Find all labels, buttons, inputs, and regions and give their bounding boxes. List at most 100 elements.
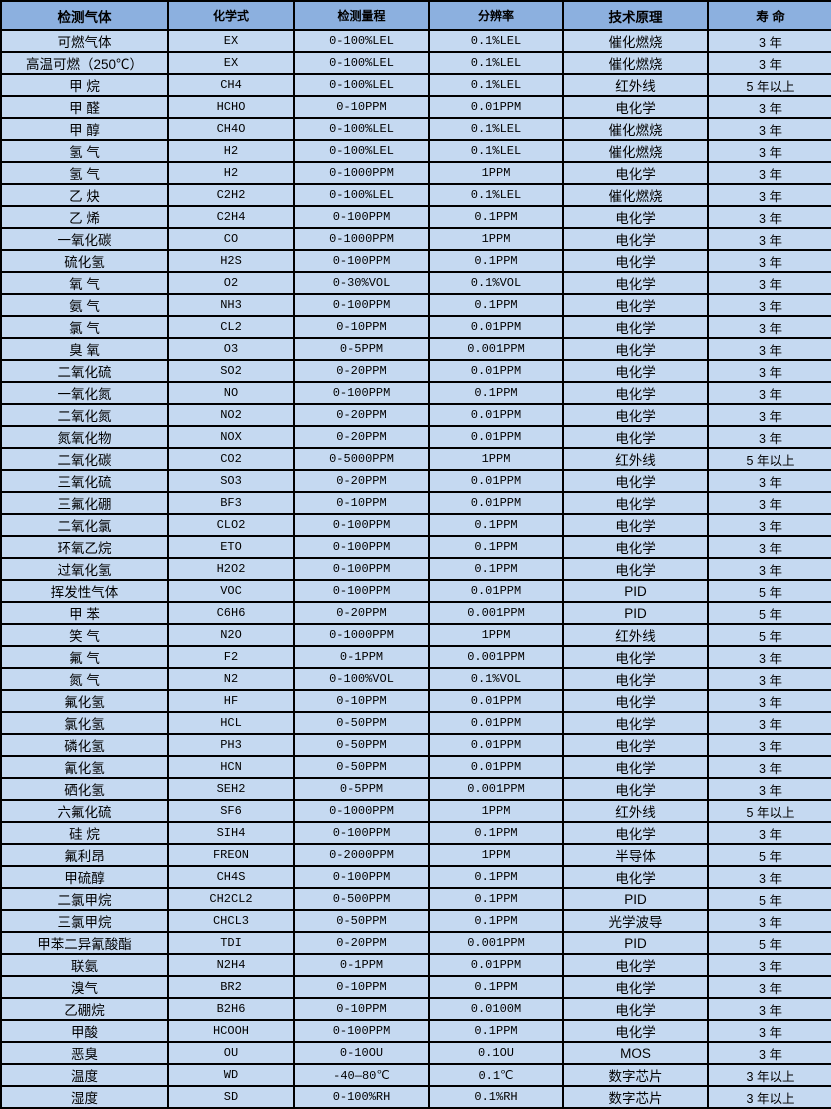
table-row: 氟 气 F2 0-1PPM 0.001PPM 电化学 3 年 xyxy=(0,645,831,669)
cell-lifespan: 3 年 xyxy=(707,513,831,537)
cell-range: 0-50PPM xyxy=(293,711,430,735)
cell-gas: 一氧化碳 xyxy=(0,227,169,251)
cell-principle: PID xyxy=(562,931,709,955)
cell-resolution: 0.01PPM xyxy=(428,689,564,713)
cell-lifespan: 3 年 xyxy=(707,667,831,691)
cell-gas: 甲酸 xyxy=(0,1019,169,1043)
column-header-range: 检测量程 xyxy=(293,0,430,31)
cell-resolution: 0.01PPM xyxy=(428,711,564,735)
cell-resolution: 0.01PPM xyxy=(428,315,564,339)
cell-range: 0-30%VOL xyxy=(293,271,430,295)
cell-resolution: 0.01PPM xyxy=(428,469,564,493)
cell-lifespan: 3 年 xyxy=(707,381,831,405)
cell-range: 0-10PPM xyxy=(293,689,430,713)
cell-lifespan: 3 年 xyxy=(707,535,831,559)
cell-principle: 电化学 xyxy=(562,865,709,889)
cell-lifespan: 5 年以上 xyxy=(707,73,831,97)
cell-lifespan: 3 年 xyxy=(707,733,831,757)
cell-lifespan: 3 年以上 xyxy=(707,1085,831,1109)
cell-formula: NO2 xyxy=(167,403,295,427)
table-row: 二氧化氯 CLO2 0-100PPM 0.1PPM 电化学 3 年 xyxy=(0,513,831,537)
cell-resolution: 1PPM xyxy=(428,447,564,471)
cell-gas: 环氧乙烷 xyxy=(0,535,169,559)
cell-principle: 电化学 xyxy=(562,667,709,691)
cell-resolution: 0.1℃ xyxy=(428,1063,564,1087)
cell-resolution: 0.01PPM xyxy=(428,491,564,515)
cell-lifespan: 5 年 xyxy=(707,579,831,603)
table-row: 联氨 N2H4 0-1PPM 0.01PPM 电化学 3 年 xyxy=(0,953,831,977)
cell-resolution: 0.1PPM xyxy=(428,535,564,559)
table-row: 硅 烷 SIH4 0-100PPM 0.1PPM 电化学 3 年 xyxy=(0,821,831,845)
table-row: 三氧化硫 SO3 0-20PPM 0.01PPM 电化学 3 年 xyxy=(0,469,831,493)
cell-range: 0-50PPM xyxy=(293,909,430,933)
cell-principle: 电化学 xyxy=(562,315,709,339)
cell-principle: 电化学 xyxy=(562,821,709,845)
cell-formula: HCOOH xyxy=(167,1019,295,1043)
column-header-resolution: 分辨率 xyxy=(428,0,564,31)
cell-formula: CL2 xyxy=(167,315,295,339)
cell-formula: H2O2 xyxy=(167,557,295,581)
cell-formula: HCHO xyxy=(167,95,295,119)
cell-principle: 电化学 xyxy=(562,337,709,361)
cell-formula: CH4O xyxy=(167,117,295,141)
cell-principle: 电化学 xyxy=(562,645,709,669)
cell-lifespan: 3 年 xyxy=(707,249,831,273)
table-row: 可燃气体 EX 0-100%LEL 0.1%LEL 催化燃烧 3 年 xyxy=(0,29,831,53)
cell-range: 0-1PPM xyxy=(293,953,430,977)
column-header-formula: 化学式 xyxy=(167,0,295,31)
cell-resolution: 0.001PPM xyxy=(428,601,564,625)
cell-formula: BF3 xyxy=(167,491,295,515)
cell-resolution: 0.01PPM xyxy=(428,425,564,449)
cell-formula: OU xyxy=(167,1041,295,1065)
cell-principle: 红外线 xyxy=(562,73,709,97)
cell-gas: 甲苯二异氰酸酯 xyxy=(0,931,169,955)
table-row: 二氧化碳 CO2 0-5000PPM 1PPM 红外线 5 年以上 xyxy=(0,447,831,471)
cell-principle: MOS xyxy=(562,1041,709,1065)
table-row: 氢 气 H2 0-1000PPM 1PPM 电化学 3 年 xyxy=(0,161,831,185)
cell-formula: SF6 xyxy=(167,799,295,823)
table-row: 磷化氢 PH3 0-50PPM 0.01PPM 电化学 3 年 xyxy=(0,733,831,757)
cell-principle: 催化燃烧 xyxy=(562,183,709,207)
cell-lifespan: 3 年 xyxy=(707,557,831,581)
table-row: 环氧乙烷 ETO 0-100PPM 0.1PPM 电化学 3 年 xyxy=(0,535,831,559)
cell-principle: 电化学 xyxy=(562,535,709,559)
table-row: 笑 气 N2O 0-1000PPM 1PPM 红外线 5 年 xyxy=(0,623,831,647)
cell-resolution: 0.1%RH xyxy=(428,1085,564,1109)
cell-resolution: 0.1PPM xyxy=(428,1019,564,1043)
cell-gas: 氢 气 xyxy=(0,161,169,185)
cell-range: 0-10OU xyxy=(293,1041,430,1065)
cell-gas: 三氧化硫 xyxy=(0,469,169,493)
cell-principle: 电化学 xyxy=(562,227,709,251)
cell-formula: H2 xyxy=(167,161,295,185)
cell-lifespan: 3 年 xyxy=(707,337,831,361)
cell-lifespan: 3 年 xyxy=(707,315,831,339)
cell-principle: 电化学 xyxy=(562,997,709,1021)
cell-range: 0-100PPM xyxy=(293,557,430,581)
cell-gas: 二氯甲烷 xyxy=(0,887,169,911)
cell-resolution: 0.01PPM xyxy=(428,953,564,977)
cell-lifespan: 5 年 xyxy=(707,601,831,625)
cell-gas: 硫化氢 xyxy=(0,249,169,273)
cell-resolution: 0.1%VOL xyxy=(428,271,564,295)
cell-principle: 电化学 xyxy=(562,469,709,493)
cell-formula: H2S xyxy=(167,249,295,273)
cell-principle: 电化学 xyxy=(562,249,709,273)
cell-lifespan: 3 年 xyxy=(707,51,831,75)
cell-principle: 电化学 xyxy=(562,403,709,427)
cell-resolution: 0.1%LEL xyxy=(428,51,564,75)
cell-principle: 电化学 xyxy=(562,777,709,801)
cell-gas: 硒化氢 xyxy=(0,777,169,801)
cell-gas: 氰化氢 xyxy=(0,755,169,779)
table-row: 恶臭 OU 0-10OU 0.1OU MOS 3 年 xyxy=(0,1041,831,1065)
cell-range: 0-5000PPM xyxy=(293,447,430,471)
cell-lifespan: 3 年 xyxy=(707,403,831,427)
cell-principle: 数字芯片 xyxy=(562,1063,709,1087)
cell-principle: 光学波导 xyxy=(562,909,709,933)
cell-lifespan: 3 年 xyxy=(707,205,831,229)
cell-principle: 催化燃烧 xyxy=(562,29,709,53)
cell-lifespan: 3 年 xyxy=(707,359,831,383)
cell-resolution: 0.1OU xyxy=(428,1041,564,1065)
column-header-lifespan: 寿 命 xyxy=(707,0,831,31)
table-row: 甲 烷 CH4 0-100%LEL 0.1%LEL 红外线 5 年以上 xyxy=(0,73,831,97)
cell-principle: 红外线 xyxy=(562,447,709,471)
